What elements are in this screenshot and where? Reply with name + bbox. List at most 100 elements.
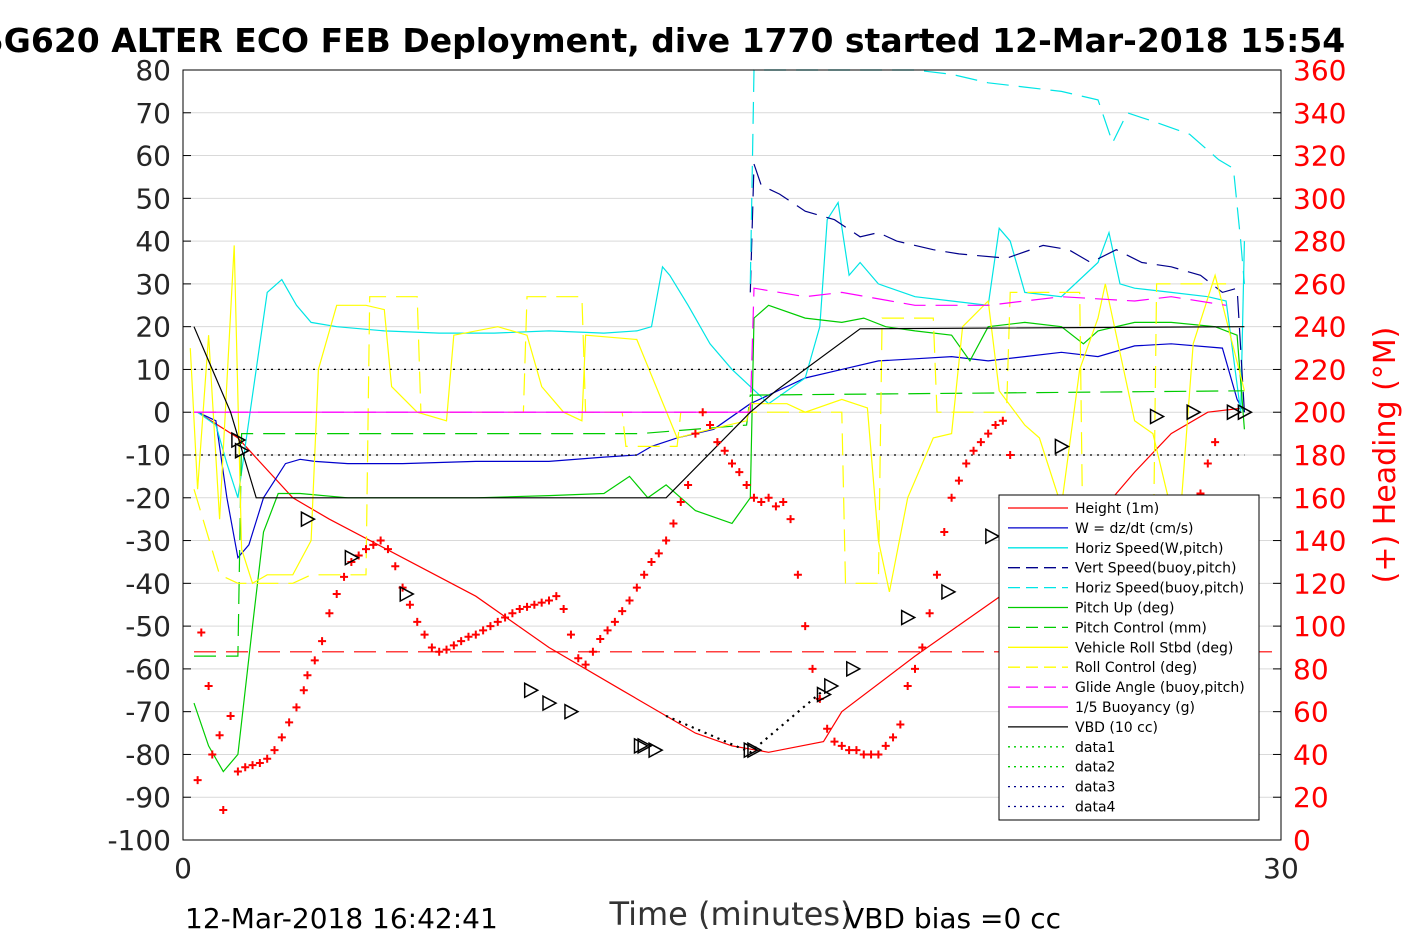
heading-point — [1203, 459, 1212, 468]
heading-point — [852, 746, 861, 755]
legend: Height (1m) W = dz/dt (cm/s) Horiz Speed(W… — [998, 494, 1260, 821]
heading-point — [771, 502, 780, 511]
y-right-tick-label: 0 — [1293, 824, 1311, 857]
series-roll — [189, 245, 1245, 593]
heading-point — [859, 750, 868, 759]
x-tick-label: 30 — [1263, 852, 1299, 885]
legend-label: data2 — [1075, 760, 1115, 776]
heading-point — [954, 476, 963, 485]
heading-point — [903, 682, 912, 690]
heading-point — [918, 643, 927, 652]
legend-label: data3 — [1075, 780, 1115, 796]
heading-point — [793, 570, 802, 579]
y-left-tick-label: -100 — [107, 824, 171, 857]
heading-point — [369, 540, 378, 549]
y-left-tick-label: -60 — [125, 653, 171, 686]
y-right-tick-label: 240 — [1293, 311, 1346, 344]
heading-point — [552, 592, 561, 601]
heading-point — [464, 632, 473, 641]
heading-point — [962, 459, 971, 468]
dive-marker — [941, 583, 957, 601]
legend-box — [998, 494, 1260, 821]
heading-point — [896, 720, 905, 729]
y-left-tick-label: -20 — [125, 482, 171, 515]
heading-point — [515, 605, 524, 613]
heading-point — [501, 613, 510, 622]
dive-marker — [747, 741, 763, 759]
heading-point — [742, 480, 751, 489]
heading-point — [219, 806, 228, 815]
heading-point — [662, 536, 671, 545]
dive-start-time: 12-Mar-2018 16:42:41 — [185, 902, 498, 935]
heading-point — [523, 602, 532, 611]
heading-point — [427, 643, 436, 652]
y-right-tick-label: 100 — [1293, 610, 1346, 643]
heading-point — [867, 750, 876, 759]
y-left-tick-label: 80 — [135, 54, 171, 87]
dive-marker — [1226, 403, 1243, 421]
heading-point — [299, 686, 308, 695]
heading-point — [698, 408, 707, 417]
y-left-tick-label: 20 — [135, 311, 171, 344]
y-left-tick-label: -30 — [125, 525, 171, 558]
y-right-tick-label: 320 — [1293, 140, 1346, 173]
legend-label: Horiz Speed(W,pitch) — [1075, 541, 1223, 557]
heading-point — [292, 703, 301, 712]
heading-point — [618, 607, 627, 616]
y-axis-left: 80 70 60 50 40 30 20 10 0 -10 -20 -30 -40 -50 -60 -70 -8… — [107, 54, 191, 857]
heading-point — [728, 459, 736, 468]
dive-marker — [234, 442, 251, 459]
heading-point — [277, 733, 286, 742]
heading-point — [376, 536, 385, 545]
heading-point — [984, 429, 993, 438]
heading-point — [735, 468, 744, 477]
series-data2 — [665, 689, 825, 754]
dive-marker — [344, 549, 360, 566]
heading-point — [413, 617, 422, 626]
heading-point — [940, 528, 949, 536]
vbd-bias: VBD bias =0 cc — [845, 902, 1061, 935]
heading-point — [204, 682, 213, 690]
heading-point — [610, 617, 619, 626]
dive-marker — [824, 677, 840, 695]
dive-marker — [846, 660, 862, 678]
heading-point — [340, 572, 349, 581]
dive-marker — [900, 609, 917, 626]
legend-label: Pitch Up (deg) — [1075, 601, 1174, 617]
heading-point — [545, 596, 553, 605]
y-right-tick-label: 180 — [1293, 439, 1346, 472]
dive-marker — [985, 528, 1001, 545]
heading-point — [911, 664, 919, 673]
heading-point — [596, 634, 605, 643]
dive-marker — [637, 737, 653, 755]
series-layer — [189, 69, 1281, 773]
heading-point — [255, 759, 264, 767]
y-left-tick-label: -90 — [125, 781, 171, 814]
heading-point — [676, 498, 685, 507]
heading-point — [647, 557, 656, 566]
y-right-tick-label: 340 — [1293, 97, 1346, 130]
dive-marker — [300, 510, 317, 528]
heading-point — [881, 741, 890, 750]
heading-point — [263, 754, 272, 763]
y-right-tick-label: 80 — [1293, 653, 1329, 686]
heading-point — [391, 562, 400, 571]
dive-marker — [816, 686, 833, 703]
heading-point — [362, 545, 370, 554]
heading-point — [779, 498, 788, 507]
heading-point — [932, 570, 941, 579]
heading-point — [471, 630, 480, 639]
y-left-tick-label: 10 — [135, 353, 171, 386]
legend-label: Roll Control (deg) — [1075, 660, 1197, 676]
heading-point — [969, 446, 978, 455]
legend-label: Pitch Control (mm) — [1075, 620, 1207, 636]
dive-marker — [1149, 408, 1166, 425]
heading-point — [654, 549, 663, 558]
heading-point — [691, 429, 700, 438]
heading-point — [405, 600, 414, 609]
dive-marker — [648, 741, 664, 759]
heading-point — [947, 493, 956, 502]
y-left-tick-label: 40 — [135, 225, 171, 258]
heading-point — [508, 609, 517, 618]
